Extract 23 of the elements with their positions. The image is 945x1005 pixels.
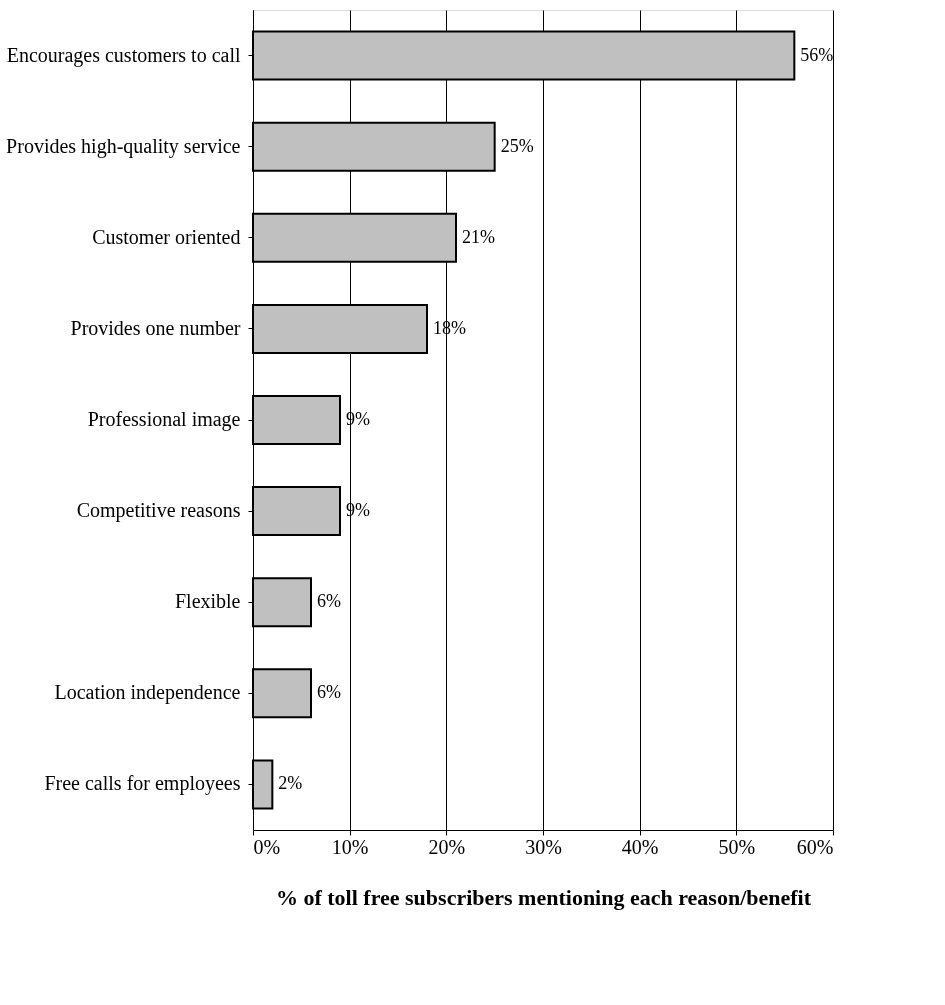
x-tick-label: 0% xyxy=(253,835,281,858)
data-label: 21% xyxy=(462,226,495,247)
y-tick-label: Provides high-quality service xyxy=(6,134,241,158)
y-tick-label: Location independence xyxy=(54,681,241,705)
y-tick-label: Customer oriented xyxy=(92,225,241,248)
y-tick-label: Encourages customers to call xyxy=(6,43,241,67)
data-label: 6% xyxy=(317,591,341,612)
y-tick-label: Flexible xyxy=(174,590,241,613)
y-tick-label: Professional image xyxy=(87,408,241,431)
x-tick-label: 40% xyxy=(621,835,659,858)
y-tick-label: Provides one number xyxy=(70,316,241,339)
x-tick-label: 60% xyxy=(796,835,834,858)
data-label: 56% xyxy=(800,44,834,65)
x-tick-label: 50% xyxy=(718,835,756,858)
y-tick-label: Competitive reasons xyxy=(76,499,241,523)
data-label: 6% xyxy=(317,682,341,703)
y-tick-label: Free calls for employees xyxy=(44,772,241,796)
x-tick-label: 30% xyxy=(525,835,562,858)
x-axis-title: % of toll free subscribers mentioning each reason/benefit xyxy=(275,884,812,910)
data-label: 25% xyxy=(500,135,534,156)
x-tick-label: 20% xyxy=(428,835,466,858)
data-label: 2% xyxy=(278,773,303,794)
x-tick-label: 10% xyxy=(331,835,369,858)
